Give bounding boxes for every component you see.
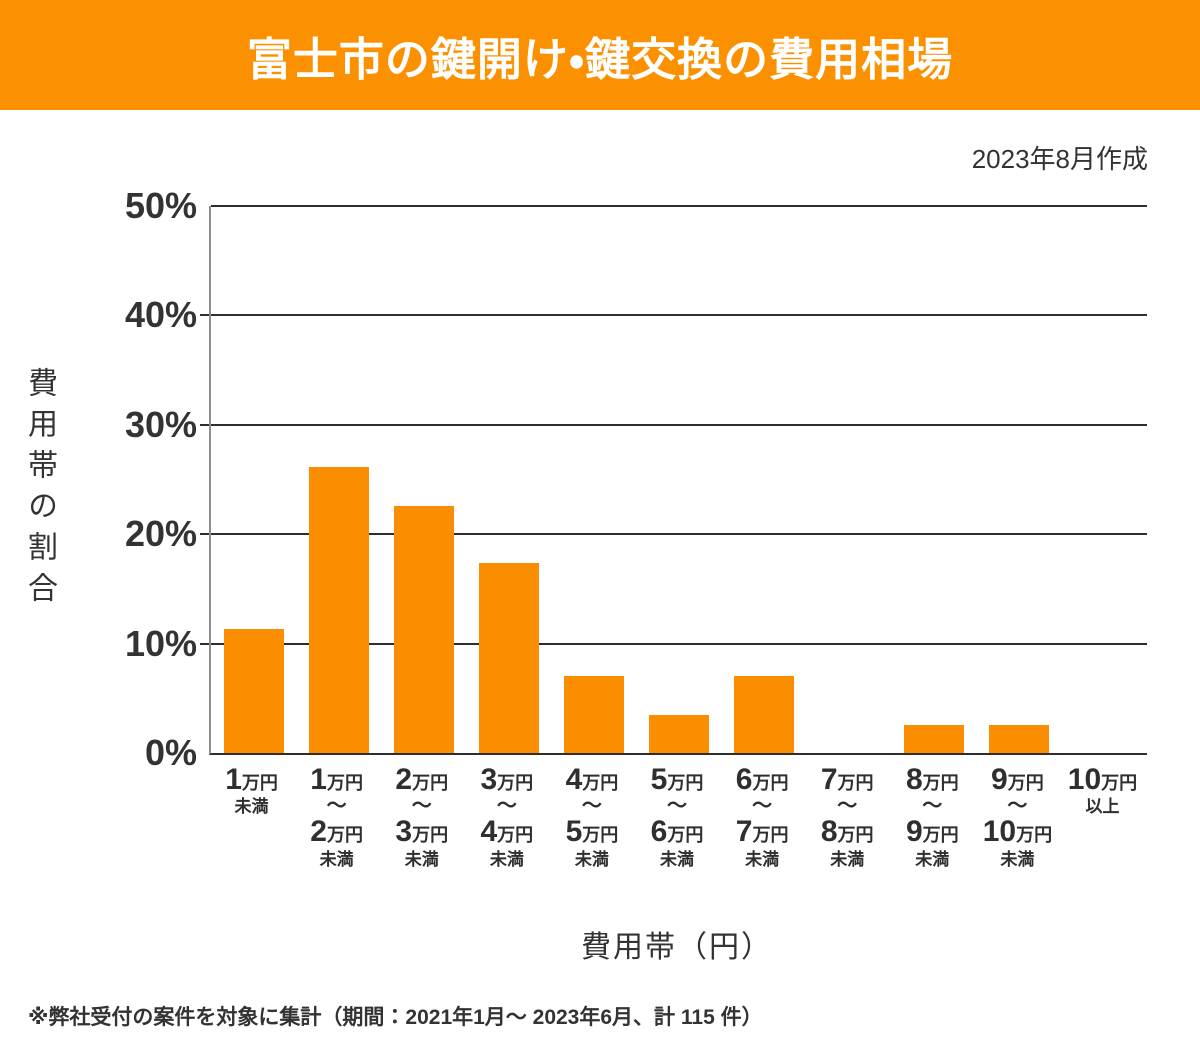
bar-10 — [989, 724, 1050, 753]
x-tick-label-10: 9万円〜 10万円 未満 — [982, 763, 1053, 869]
source-footnote: ※弊社受付の案件を対象に集計（期間：2021年1月～ 2023年6月、計 115… — [28, 1006, 763, 1029]
y-tick-label-20: 20% — [124, 513, 197, 555]
y-axis-title: 費用帯の割合 — [23, 367, 56, 613]
y-tick-label-40: 40% — [124, 294, 197, 336]
bar-slot-8 — [807, 206, 892, 753]
x-tick-label-7: 6万円〜 7万円 未満 — [735, 763, 789, 869]
x-axis-title: 費用帯（円） — [581, 931, 773, 964]
y-tick-label-0: 0% — [144, 732, 197, 773]
x-tick-label-1: 1万円 未満 — [225, 763, 278, 817]
bar-slot-9 — [892, 206, 977, 753]
bar-series — [211, 206, 1147, 753]
bar-7 — [734, 676, 795, 753]
bar-slot-4 — [466, 206, 551, 753]
bar-slot-2 — [296, 206, 381, 753]
x-axis-tick-labels: 1万円 未満 1万円〜 2万円 未満 2万円〜 3万円 未満 3万円〜 4万円 未満 4万円〜 5万円未… — [209, 763, 1145, 869]
x-tick-label-11: 10万円 以上 — [1067, 763, 1138, 817]
y-tick-label-50: 50% — [124, 185, 197, 226]
y-axis-tick-labels: 0% 10% 20% 30% 40% 50% — [0, 188, 197, 771]
y-tick-mark-10 — [200, 642, 209, 645]
gridline-40 — [211, 314, 1147, 317]
bar-slot-6 — [636, 206, 721, 753]
bar-slot-7 — [722, 206, 807, 753]
y-tick-mark-20 — [200, 533, 209, 536]
created-date-note: 2023年8月作成 — [971, 144, 1148, 174]
x-tick-label-2: 1万円〜 2万円 未満 — [310, 763, 363, 869]
bar-1 — [223, 629, 284, 753]
x-tick-label-8: 7万円〜 8万円 未満 — [820, 763, 874, 869]
y-tick-label-10: 10% — [124, 622, 197, 664]
bar-9 — [904, 724, 965, 753]
title-banner: 富士市の鍵開け・鍵交換の費用相場 — [0, 0, 1200, 110]
x-tick-label-3: 2万円〜 3万円 未満 — [395, 763, 449, 869]
bar-4 — [478, 562, 539, 753]
x-tick-label-4: 3万円〜 4万円 未満 — [480, 763, 534, 869]
bar-slot-11 — [1062, 206, 1147, 753]
bar-3 — [393, 505, 454, 753]
x-tick-label-9: 8万円〜 9万円 未満 — [905, 763, 959, 869]
bar-slot-3 — [381, 206, 466, 753]
x-tick-label-5: 4万円〜 5万円 未満 — [565, 763, 619, 869]
gridline-10 — [211, 642, 1147, 645]
bar-slot-1 — [211, 206, 296, 753]
x-tick-label-6: 5万円〜 6万円 未満 — [650, 763, 704, 869]
y-tick-mark-40 — [200, 314, 209, 317]
bar-5 — [563, 676, 624, 753]
bar-2 — [308, 467, 369, 753]
y-tick-label-30: 30% — [124, 403, 197, 445]
bar-6 — [649, 714, 710, 753]
plot-area — [200, 205, 1147, 755]
bar-slot-10 — [977, 206, 1062, 753]
gridline-20 — [211, 533, 1147, 536]
chart-title: 富士市の鍵開け・鍵交換の費用相場 — [246, 33, 954, 85]
gridline-30 — [211, 423, 1147, 426]
y-tick-mark-30 — [200, 423, 209, 426]
gridline-50 — [211, 205, 1147, 207]
bar-slot-5 — [551, 206, 636, 753]
